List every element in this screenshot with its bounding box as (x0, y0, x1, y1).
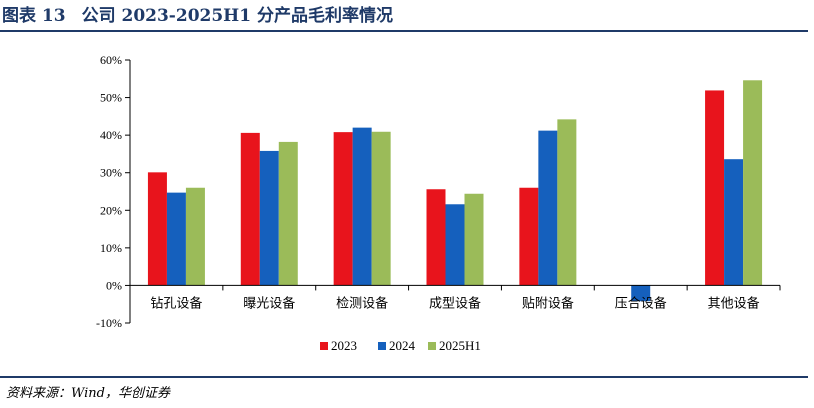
y-tick-label: 30% (100, 166, 122, 180)
x-category-label: 曝光设备 (243, 295, 295, 311)
figure-title: 图表 13 公司 2023-2025H1 分产品毛利率情况 (2, 4, 393, 28)
bar-2025h1-3 (371, 131, 391, 286)
legend-label-2023: 2023 (331, 338, 357, 353)
bar-2024-6 (631, 285, 651, 302)
figure-number: 图表 13 (2, 6, 66, 26)
legend-swatch-2024 (378, 342, 386, 350)
y-tick-label: -10% (96, 316, 122, 330)
x-category-label: 压合设备 (615, 295, 667, 311)
bar-2024-5 (538, 130, 558, 286)
bar-2025h1-1 (185, 187, 205, 286)
x-category-label: 其他设备 (708, 295, 760, 311)
x-category-label: 成型设备 (429, 295, 481, 311)
y-tick-label: 40% (100, 128, 122, 142)
bar-2024-7 (724, 159, 744, 286)
bar-2024-4 (445, 204, 465, 286)
x-category-label: 贴附设备 (522, 295, 574, 311)
bar-2024-1 (166, 192, 186, 286)
y-tick-label: 20% (100, 203, 122, 217)
y-tick-label: 10% (100, 241, 122, 255)
bar-2023-4 (426, 189, 446, 286)
source-note: 资料来源：Wind，华创证券 (6, 386, 170, 401)
bar-2023-5 (519, 187, 539, 286)
x-category-label: 钻孔设备 (150, 295, 202, 311)
legend-label-2025h1: 2025H1 (439, 338, 481, 353)
bar-2023-3 (333, 132, 353, 286)
bar-2023-7 (705, 90, 725, 286)
title-rule (0, 30, 808, 32)
bar-2025h1-7 (743, 80, 763, 286)
bar-2024-2 (259, 150, 279, 286)
x-category-label: 检测设备 (336, 295, 388, 311)
bar-2024-3 (352, 127, 372, 286)
legend-swatch-2023 (320, 342, 328, 350)
figure-title-text: 公司 2023-2025H1 分产品毛利率情况 (81, 6, 393, 26)
bar-2025h1-4 (464, 193, 484, 286)
bar-2023-1 (147, 172, 167, 286)
legend-swatch-2025h1 (428, 342, 436, 350)
y-tick-label: 50% (100, 91, 122, 105)
y-tick-label: 60% (100, 53, 122, 67)
bar-2025h1-5 (557, 119, 577, 286)
bar-2023-2 (240, 132, 260, 286)
footer-rule (0, 376, 808, 378)
legend-label-2024: 2024 (389, 338, 416, 353)
y-tick-label: 0% (106, 278, 122, 292)
bar-2025h1-2 (278, 141, 298, 286)
